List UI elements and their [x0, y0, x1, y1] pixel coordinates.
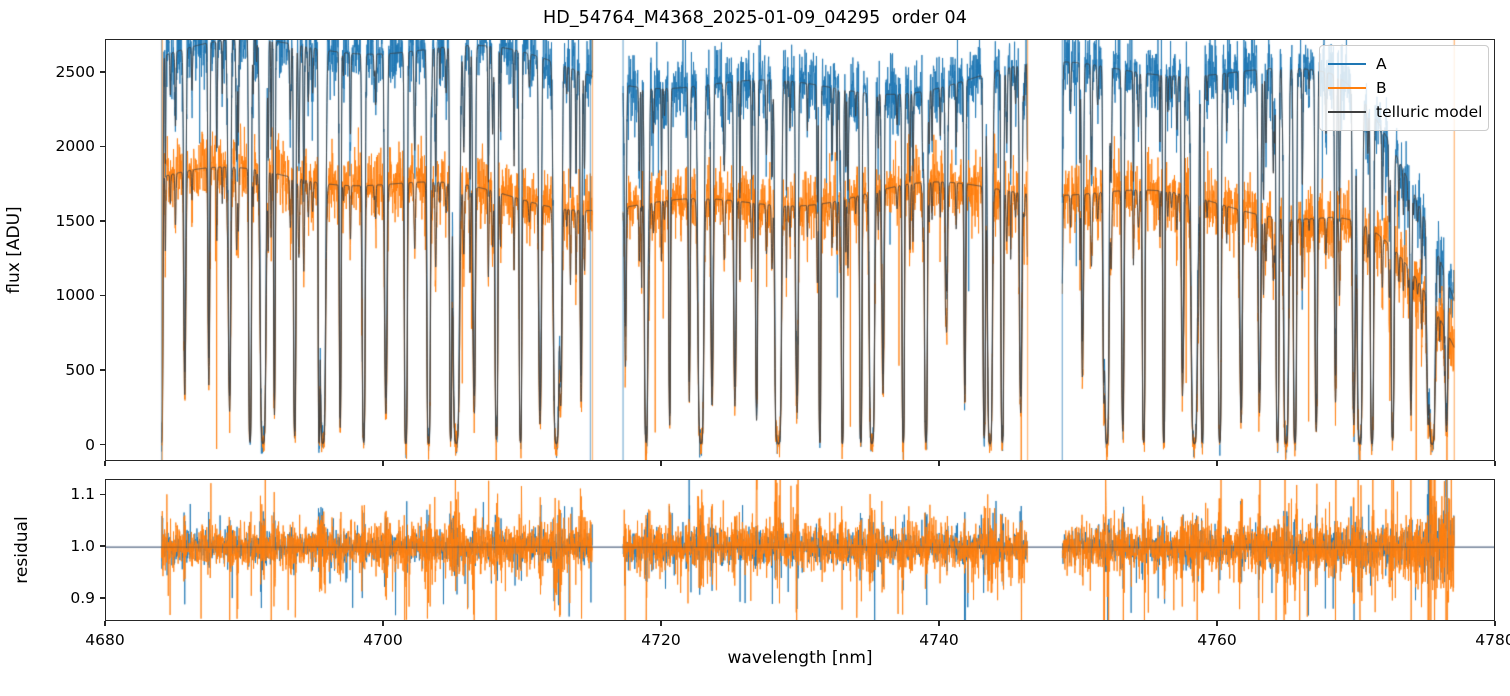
residual-ytick-label: 0.9 [70, 588, 95, 607]
residual-ytick-mark [100, 596, 105, 599]
legend-label-telluric: telluric model [1376, 103, 1483, 121]
legend-label-a: A [1376, 55, 1387, 73]
residual-ytick-mark [100, 545, 105, 547]
residual-panel [105, 479, 1495, 621]
flux-ytick-label: 500 [65, 361, 95, 380]
flux-plot-canvas [106, 40, 1494, 460]
flux-ytick-label: 2000 [55, 137, 95, 156]
legend-swatch-a [1328, 63, 1366, 65]
flux-ytick-mark [100, 145, 105, 148]
flux-ytick-label: 2500 [55, 62, 95, 81]
wavelength-xtick-mark [660, 621, 662, 626]
wavelength-xtick-mark [104, 621, 106, 626]
flux-xtick-mark [382, 461, 384, 466]
wavelength-xtick-label: 4680 [85, 631, 125, 649]
flux-xtick-mark [1216, 461, 1218, 466]
wavelength-xtick-mark [1494, 621, 1496, 626]
residual-ytick-label: 1.0 [70, 537, 95, 556]
flux-xtick-mark [938, 461, 940, 466]
wavelength-xtick-mark [1216, 621, 1218, 626]
wavelength-xtick-mark [938, 621, 940, 626]
wavelength-xtick-mark [382, 621, 384, 626]
flux-xtick-mark [1494, 461, 1496, 466]
flux-axis-label: flux [ADU] [4, 206, 24, 294]
flux-xtick-mark [660, 461, 662, 466]
wavelength-xtick-label: 4740 [919, 631, 959, 649]
residual-ytick-mark [100, 493, 105, 496]
legend: A B telluric model [1319, 45, 1489, 131]
flux-ytick-mark [100, 71, 105, 73]
flux-ytick-mark [100, 220, 105, 222]
flux-ytick-label: 0 [85, 435, 95, 454]
flux-ytick-mark [100, 294, 105, 297]
legend-entry-b: B [1328, 76, 1480, 100]
wavelength-axis-label: wavelength [nm] [727, 648, 873, 668]
flux-ytick-mark [100, 443, 105, 446]
legend-label-b: B [1376, 79, 1387, 97]
residual-plot-canvas [106, 480, 1494, 620]
flux-ytick-label: 1500 [55, 211, 95, 230]
flux-ytick-mark [100, 369, 105, 371]
legend-swatch-b [1328, 87, 1366, 89]
residual-ytick-label: 1.1 [70, 485, 95, 504]
wavelength-xtick-label: 4760 [1197, 631, 1237, 649]
wavelength-xtick-label: 4720 [641, 631, 681, 649]
wavelength-xtick-label: 4780 [1475, 631, 1510, 649]
wavelength-xtick-label: 4700 [363, 631, 403, 649]
legend-swatch-telluric [1328, 111, 1366, 113]
flux-ytick-label: 1000 [55, 286, 95, 305]
legend-entry-telluric: telluric model [1328, 100, 1483, 124]
figure-title: HD_54764_M4368_2025-01-09_04295 order 04 [542, 8, 968, 28]
flux-xtick-mark [104, 461, 106, 466]
flux-panel [105, 39, 1495, 461]
legend-entry-a: A [1328, 52, 1480, 76]
